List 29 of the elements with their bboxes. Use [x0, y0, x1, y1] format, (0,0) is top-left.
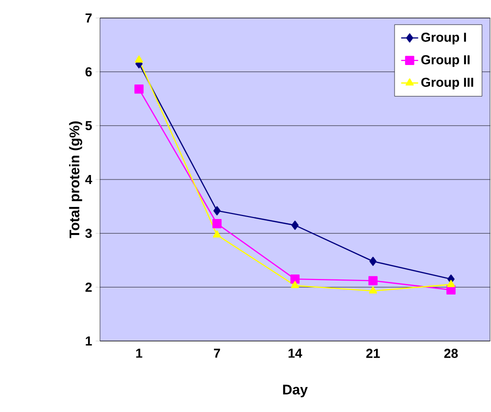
point — [446, 280, 456, 288]
point — [134, 84, 144, 94]
point — [212, 219, 222, 228]
legend-label: Group II — [421, 55, 470, 67]
point — [369, 256, 377, 266]
y-tick-label: 5 — [85, 121, 92, 130]
x-tick-label: 7 — [214, 348, 220, 358]
point — [213, 206, 221, 216]
y-tick-label: 2 — [85, 282, 92, 292]
point — [291, 220, 299, 230]
x-tick-label: 1 — [136, 348, 142, 358]
x-tick-label: 28 — [444, 348, 458, 358]
y-tick-label: 6 — [85, 67, 92, 76]
x-axis-title: Day — [283, 384, 308, 398]
x-tick-label: 21 — [366, 348, 380, 358]
point — [290, 274, 300, 284]
y-axis-title: Total protein (g%) — [69, 121, 82, 238]
y-tick-label: 3 — [85, 228, 92, 238]
point — [368, 286, 378, 294]
point — [290, 280, 300, 288]
y-tick-label: 1 — [86, 336, 92, 346]
point — [134, 55, 144, 63]
legend-label: Group III — [421, 78, 474, 90]
y-tick-label: 7 — [86, 14, 92, 22]
legend-label: Group I — [421, 32, 466, 44]
point — [212, 230, 222, 238]
y-tick-label: 4 — [85, 175, 92, 184]
x-tick-label: 14 — [288, 348, 302, 358]
point — [368, 276, 378, 286]
